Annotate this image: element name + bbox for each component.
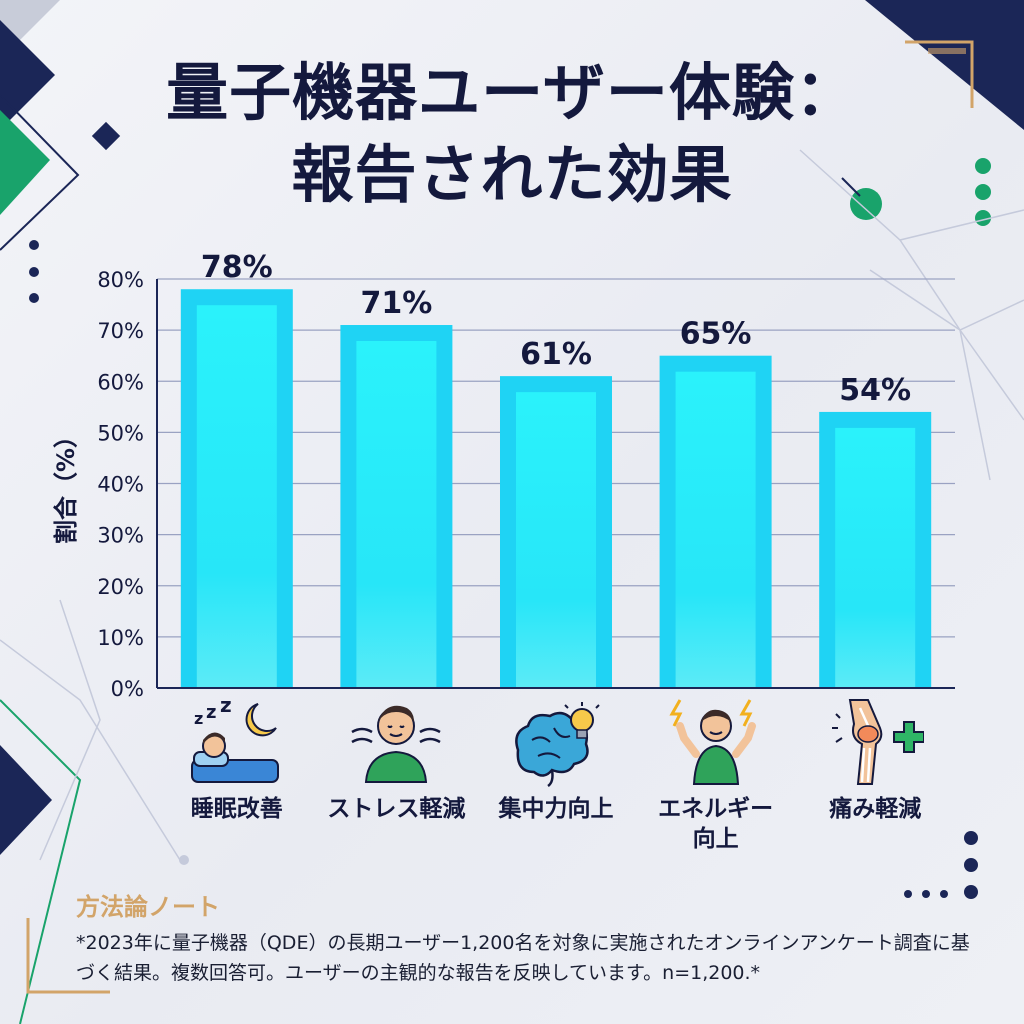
y-tick-label: 10% <box>97 626 144 650</box>
x-category-label: ストレス軽減 <box>321 794 471 824</box>
deco-dot <box>975 158 991 174</box>
data-labels: 78% 71% 61% 65% 54% <box>201 250 911 408</box>
x-category-label-line: 睡眠改善 <box>190 796 283 822</box>
deco-corner <box>865 0 1024 130</box>
bar-value-label: 54% <box>839 373 911 408</box>
deco-green-line <box>0 699 82 1024</box>
deco-network <box>799 149 1024 481</box>
bar-inner <box>356 341 437 688</box>
chart-title-line1: 量子機器ユーザー体験： <box>166 56 858 129</box>
bar-inner <box>516 392 596 688</box>
deco-dot <box>179 855 189 865</box>
deco-line <box>841 177 861 197</box>
deco-diamond <box>0 20 55 130</box>
energetic-person-icon <box>669 699 756 785</box>
deco-green-circle <box>850 188 882 220</box>
svg-text:z: z <box>206 702 216 723</box>
y-tick-label: 30% <box>97 524 144 548</box>
bar-inner <box>675 371 756 688</box>
deco-network <box>0 599 181 861</box>
bar-inner <box>835 427 916 688</box>
deco-dot <box>964 885 978 899</box>
y-tick-label: 50% <box>97 421 144 445</box>
x-category-label: 睡眠改善 <box>162 794 312 824</box>
y-axis-ticks: 0% 10% 20% 30% 40% 50% 60% 70% 80% <box>97 268 144 701</box>
y-tick-label: 80% <box>97 268 144 292</box>
deco-dot <box>964 858 978 872</box>
chart-title-line2: 報告された効果 <box>291 138 733 211</box>
methodology-body: *2023年に量子機器（QDE）の長期ユーザー1,200名を対象に実施されたオン… <box>76 932 970 984</box>
y-tick-label: 70% <box>97 319 144 343</box>
x-category-label-line: 痛み軽減 <box>829 796 922 822</box>
deco-green-diamond <box>0 110 50 215</box>
svg-text:z: z <box>220 700 232 717</box>
bar <box>659 355 772 688</box>
y-tick-label: 60% <box>97 370 144 394</box>
x-category-label-line: 集中力向上 <box>498 796 614 822</box>
y-tick-label: 0% <box>111 677 144 701</box>
x-category-label-line: 向上 <box>692 826 739 852</box>
knee-joint-plus-icon <box>832 699 924 785</box>
deco-dot <box>940 890 948 898</box>
methodology-title: 方法論ノート <box>76 893 220 921</box>
chart-title: 量子機器ユーザー体験： 報告された効果 <box>0 52 1024 216</box>
deco-dot <box>922 890 930 898</box>
deco-outline <box>0 94 80 251</box>
bar <box>340 325 453 688</box>
deco-dot <box>29 240 39 250</box>
bar <box>180 289 293 688</box>
x-category-label-line: エネルギー <box>658 796 774 822</box>
bar <box>819 411 932 688</box>
deco-gold-stripe <box>928 48 966 54</box>
bar-value-label: 65% <box>680 317 752 352</box>
deco-dot <box>964 831 978 845</box>
deco-dot <box>29 267 39 277</box>
bar-value-label: 78% <box>201 250 273 285</box>
svg-text:z: z <box>194 709 203 728</box>
bar <box>500 376 612 688</box>
deco-diamond <box>0 745 52 855</box>
bars <box>180 289 932 688</box>
brain-lightbulb-icon <box>515 702 600 788</box>
y-tick-label: 40% <box>97 473 144 497</box>
x-category-label: エネルギー 向上 <box>641 794 791 854</box>
x-category-label-line: ストレス軽減 <box>327 796 466 822</box>
deco-gold-frame <box>26 918 110 994</box>
x-category-label: 集中力向上 <box>481 794 631 824</box>
deco-dot <box>975 210 991 226</box>
bar-inner <box>196 305 277 688</box>
bar-value-label: 61% <box>520 337 592 372</box>
deco-gold-frame <box>905 40 974 108</box>
deco-dot <box>29 293 39 303</box>
x-category-label: 痛み軽減 <box>800 794 950 824</box>
bar-value-label: 71% <box>360 286 432 321</box>
deco-dot <box>904 890 912 898</box>
y-axis-label: 割合（%） <box>52 424 80 544</box>
deco-dot <box>975 184 991 200</box>
sleeping-person-moon-icon: z z z <box>191 700 279 783</box>
relaxed-person-icon <box>351 705 441 783</box>
y-tick-label: 20% <box>97 575 144 599</box>
